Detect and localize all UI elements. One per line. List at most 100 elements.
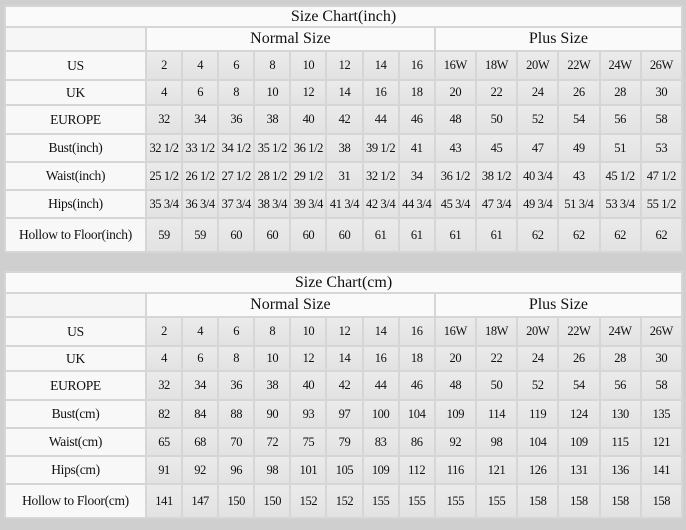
table-cell: 53 [639,133,684,163]
row-label: Hips(inch) [4,189,147,219]
table-cell: 155 [397,483,436,519]
table-cell: 124 [557,399,601,429]
table-cell: 24W [598,316,642,347]
table-cell: 38 [325,133,364,163]
table-cell: 42 [325,370,364,401]
table-cell: 44 3/4 [397,189,436,219]
table-row: Bust(cm) 82 84 88 90 93 97 100 104 109 114 119 124 13… [4,399,684,429]
table-cell: 32 [144,104,184,135]
table-cell: 18 [397,345,436,372]
table-cell: 155 [433,483,477,519]
table-cell: 141 [639,455,684,485]
row-label: Hollow to Floor(cm) [4,483,147,519]
table-cell: 16 [361,345,400,372]
row-label: UK [4,79,147,106]
table-cell: 32 [144,370,184,401]
table-cell: 33 1/2 [181,133,220,163]
table-cell: 36 1/2 [289,133,328,163]
table-cell: 40 3/4 [516,161,560,191]
table-cell: 79 [325,427,364,457]
table-cell: 6 [217,50,256,81]
table-cell: 135 [639,399,684,429]
table-cell: 96 [217,455,256,485]
table-cell: 136 [598,455,642,485]
table-cell: 26 [557,345,601,372]
table-cell: 16W [433,50,477,81]
table-cell: 158 [598,483,642,519]
table-cell: 109 [557,427,601,457]
table-cell: 97 [325,399,364,429]
row-label: Bust(cm) [4,399,147,429]
row-label: Waist(cm) [4,427,147,457]
table-cell: 61 [361,217,400,253]
table-cell: 26 1/2 [181,161,220,191]
table-cell: 88 [217,399,256,429]
table-cell: 22 [474,345,519,372]
table-cell: 38 3/4 [253,189,292,219]
table-cell: 24 [516,345,560,372]
table-cell: 62 [598,217,642,253]
table-cell: 28 1/2 [253,161,292,191]
table-cell: 83 [361,427,400,457]
table-cell: 8 [217,345,256,372]
table-cell: 109 [433,399,477,429]
table-row: Hollow to Floor(inch) 59 59 60 60 60 60 61 61 61 6… [4,217,684,253]
table-cell: 16 [397,50,436,81]
table-cell: 14 [361,316,400,347]
table-cell: 158 [639,483,684,519]
table-cell: 61 [397,217,436,253]
table-title: Size Chart(cm) [3,271,684,294]
row-label: Waist(inch) [4,161,147,191]
table-cell: 6 [217,316,256,347]
table-cell: 34 [397,161,436,191]
table-cell: 44 [361,104,400,135]
table-cell: 27 1/2 [217,161,256,191]
table-cell: 16 [361,79,400,106]
table-cell: 34 [181,370,220,401]
table-cell: 30 [639,345,684,372]
corner-cell [4,292,147,318]
table-cell: 18W [474,50,519,81]
table-row: Hips(cm) 91 92 96 98 101 105 109 112 116 121 126 131… [4,455,684,485]
table-cell: 12 [289,345,328,372]
table-cell: 42 3/4 [361,189,400,219]
table-cell: 58 [639,104,684,135]
table-cell: 38 1/2 [474,161,519,191]
table-cell: 28 [598,79,642,106]
table-cell: 34 [181,104,220,135]
table-cell: 50 [474,104,519,135]
table-cell: 75 [289,427,328,457]
table-cell: 51 [598,133,642,163]
table-cell: 22W [557,50,601,81]
table-cell: 116 [433,455,477,485]
size-table: Size Chart(inch) Normal Size Plus Size US 2 4… [3,5,684,253]
table-cell: 158 [516,483,560,519]
table-row: Waist(inch) 25 1/2 26 1/2 27 1/2 28 1/2 29 1/… [4,161,684,191]
table-cell: 40 [289,370,328,401]
table-cell: 62 [557,217,601,253]
table-cell: 29 1/2 [289,161,328,191]
table-cell: 25 1/2 [144,161,184,191]
table-cell: 49 3/4 [516,189,560,219]
table-cell: 22W [557,316,601,347]
table-cell: 14 [325,79,364,106]
table-cell: 48 [433,104,477,135]
table-cell: 141 [144,483,184,519]
table-cell: 46 [397,104,436,135]
table-cell: 35 3/4 [144,189,184,219]
row-label: US [4,316,147,347]
title-row: Size Chart(cm) [3,271,684,294]
size-chart-cm: Size Chart(cm) Normal Size Plus Size US 2 4 6 8… [3,271,684,519]
table-cell: 104 [516,427,560,457]
table-cell: 39 3/4 [289,189,328,219]
table-cell: 126 [516,455,560,485]
table-cell: 45 3/4 [433,189,477,219]
table-cell: 130 [598,399,642,429]
table-row: Hollow to Floor(cm) 141 147 150 150 152 152 155… [4,483,684,519]
table-cell: 24 [516,79,560,106]
table-cell: 36 1/2 [433,161,477,191]
table-cell: 6 [181,345,220,372]
table-cell: 16W [433,316,477,347]
table-cell: 38 [253,104,292,135]
table-cell: 109 [361,455,400,485]
